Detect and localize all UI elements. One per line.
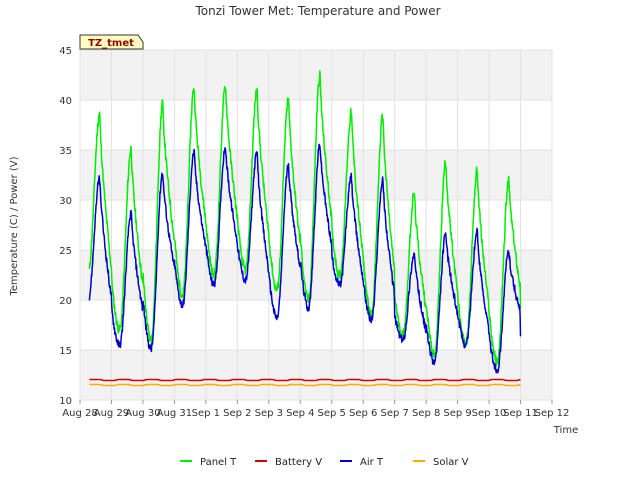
- legend-label: Battery V: [275, 457, 322, 468]
- x-tick-label: Sep 1: [192, 408, 220, 419]
- x-tick-label: Sep 6: [349, 408, 377, 419]
- site-tag-label: TZ_tmet: [88, 38, 134, 49]
- legend-label: Panel T: [200, 457, 237, 468]
- y-axis-title: Temperature (C) / Power (V): [9, 156, 20, 296]
- site-tag: TZ_tmet: [79, 34, 144, 50]
- x-axis-title: Time: [553, 425, 578, 436]
- x-tick-label: Sep 5: [318, 408, 346, 419]
- y-tick-label: 40: [59, 96, 72, 107]
- y-tick-label: 20: [59, 296, 72, 307]
- air-t-line: [88, 143, 522, 374]
- x-tick-label: Sep 8: [412, 408, 440, 419]
- y-tick-label: 25: [59, 246, 72, 257]
- x-tick-label: Aug 30: [125, 408, 160, 419]
- plot-band: [80, 350, 552, 400]
- x-tick-label: Aug 29: [94, 408, 129, 419]
- battery-v-line: [89, 378, 521, 382]
- gridlines: [79, 49, 553, 401]
- chart-title: Tonzi Tower Met: Temperature and Power: [194, 4, 440, 18]
- y-tick-label: 15: [59, 346, 72, 357]
- legend: Panel T Battery V Air T Solar V: [180, 457, 469, 468]
- legend-item: Air T: [340, 457, 384, 468]
- series-layer: [88, 70, 522, 387]
- panel-t-line: [88, 70, 522, 367]
- y-tick-label: 30: [59, 196, 72, 207]
- legend-item: Solar V: [413, 457, 469, 468]
- x-tick-label: Sep 11: [503, 408, 538, 419]
- legend-item: Panel T: [180, 457, 237, 468]
- legend-label: Solar V: [433, 457, 469, 468]
- x-tick-label: Sep 7: [380, 408, 408, 419]
- x-tick-label: Sep 10: [472, 408, 507, 419]
- x-tick-label: Sep 2: [223, 408, 251, 419]
- x-tick-label: Sep 12: [535, 408, 570, 419]
- plot-bands: [80, 50, 552, 400]
- x-tick-label: Sep 9: [443, 408, 471, 419]
- x-tick-label: Sep 3: [255, 408, 283, 419]
- plot-band: [80, 50, 552, 100]
- y-tick-label: 10: [59, 396, 72, 407]
- x-tick-label: Aug 31: [157, 408, 192, 419]
- y-axis-ticks: 10 15 20 25 30 35 40 45: [59, 46, 72, 407]
- y-tick-label: 35: [59, 146, 72, 157]
- legend-item: Battery V: [255, 457, 322, 468]
- solar-v-line: [89, 383, 521, 387]
- legend-label: Air T: [360, 457, 384, 468]
- y-tick-label: 45: [59, 46, 72, 57]
- x-tick-label: Aug 28: [62, 408, 97, 419]
- x-tick-label: Sep 4: [286, 408, 314, 419]
